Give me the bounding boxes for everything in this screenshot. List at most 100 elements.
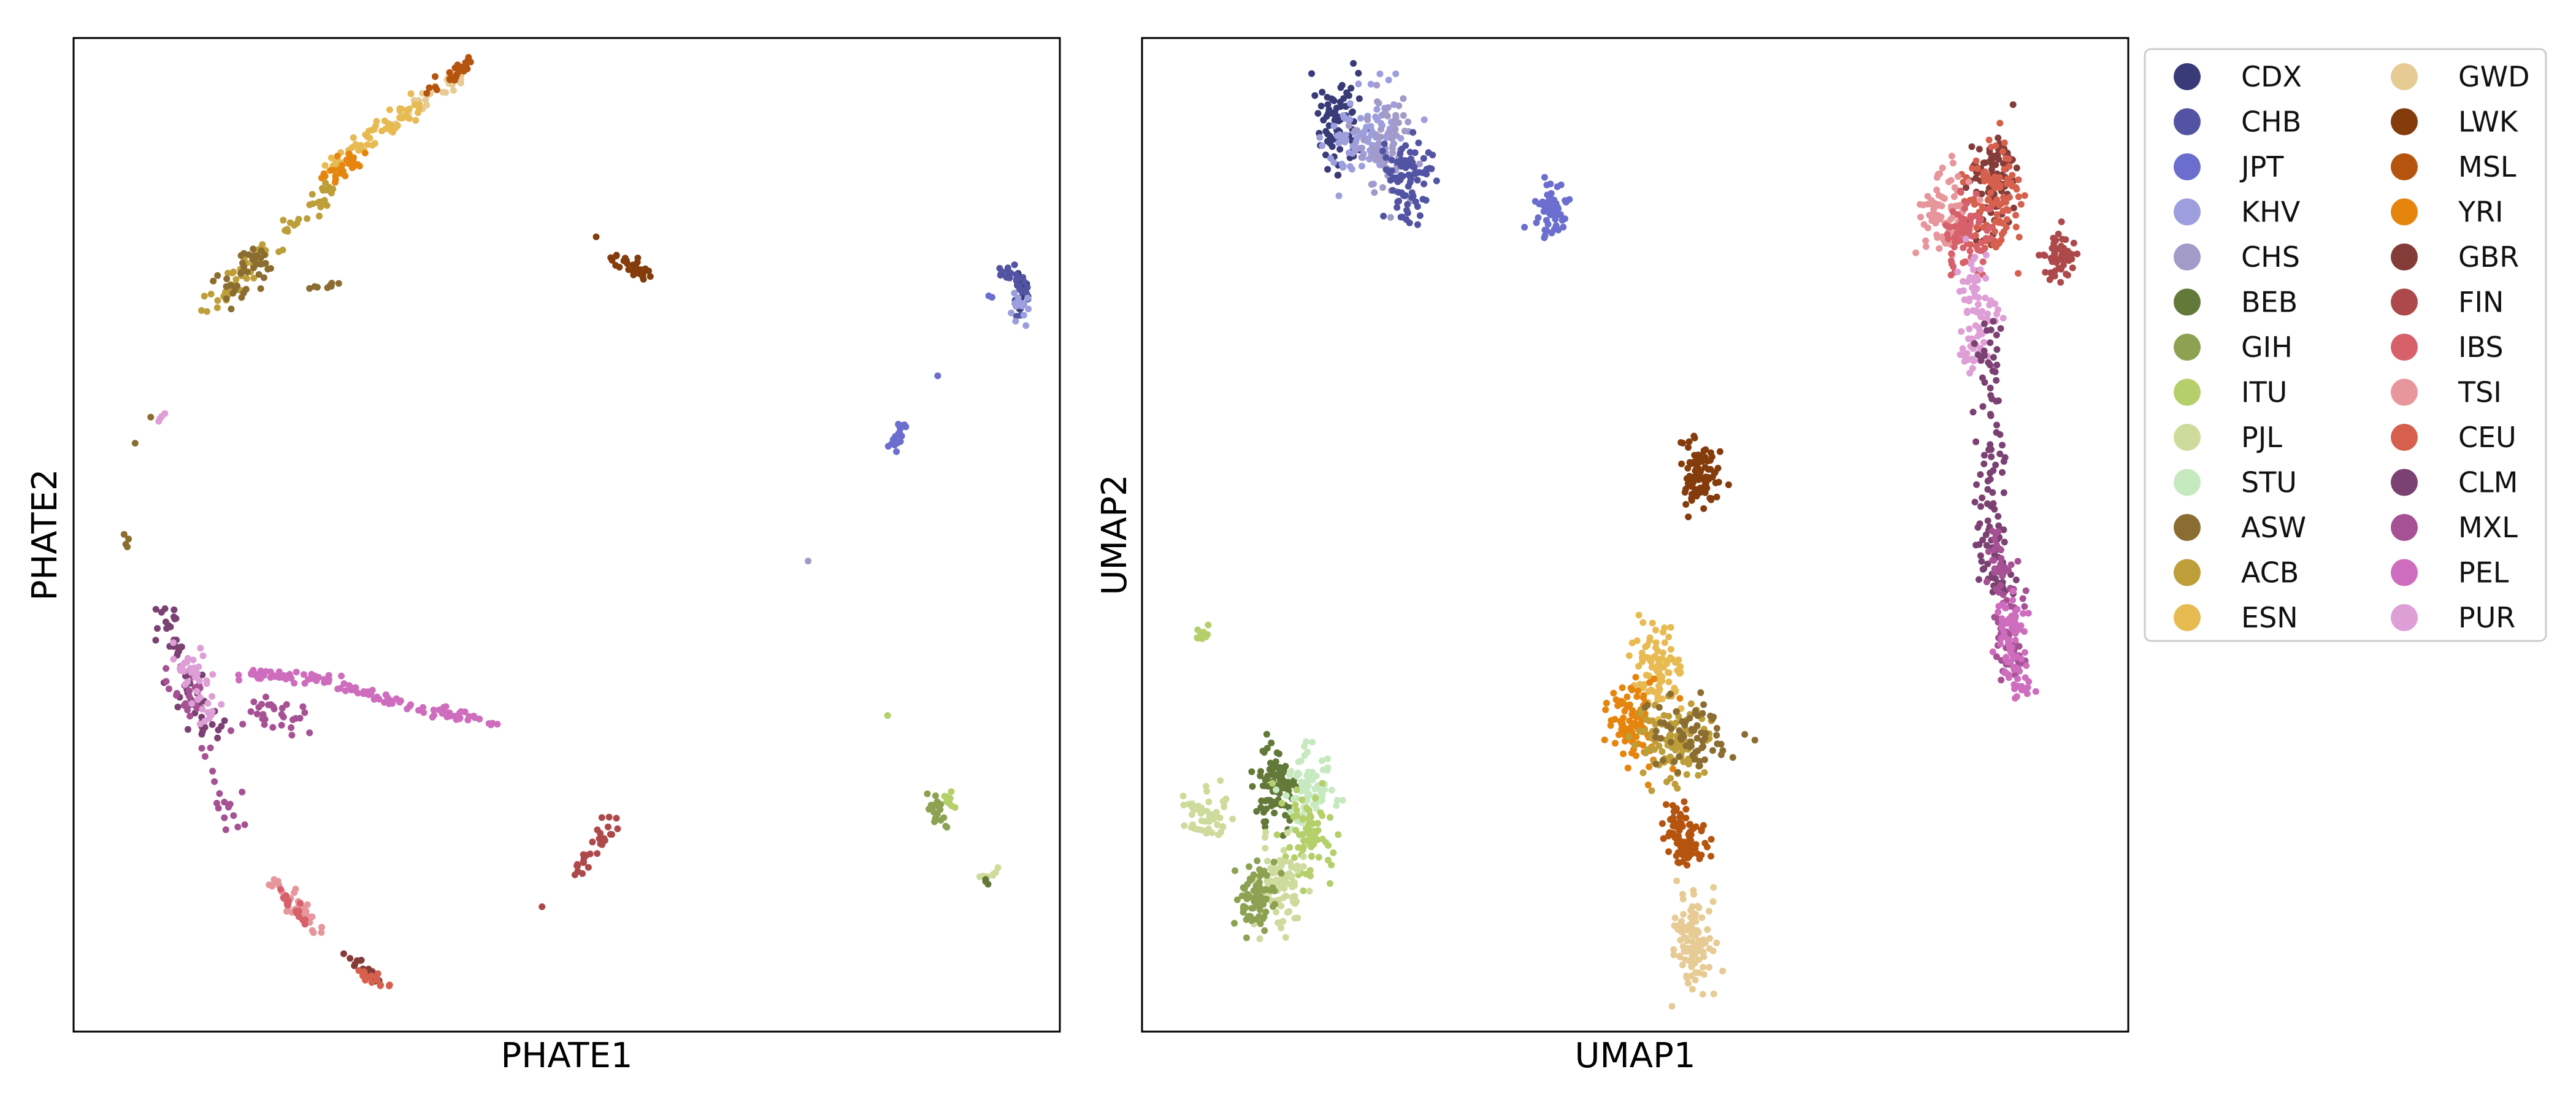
point-asw	[244, 268, 251, 275]
point-esn	[1677, 669, 1684, 676]
point-gwd	[1704, 926, 1711, 933]
point-chs	[1400, 95, 1407, 102]
point-gih	[932, 792, 939, 799]
point-ibs	[1966, 223, 1973, 230]
point-pjl	[1291, 892, 1298, 900]
point-clm	[1990, 318, 1997, 325]
point-pel	[2012, 607, 2019, 615]
point-khv	[1012, 318, 1019, 325]
point-pel	[2003, 654, 2010, 661]
point-lwk	[1686, 472, 1693, 480]
point-fin	[580, 857, 587, 865]
point-pjl	[1214, 821, 1221, 829]
point-lwk	[1725, 481, 1732, 488]
point-gih	[1270, 859, 1278, 865]
point-asw	[1709, 747, 1716, 754]
point-clm	[171, 606, 178, 613]
point-pel	[2006, 645, 2014, 652]
point-beb	[1276, 750, 1282, 757]
point-yri	[1601, 736, 1608, 743]
point-khv	[1316, 134, 1324, 141]
point-pjl	[1275, 919, 1282, 926]
point-stu	[1305, 782, 1312, 789]
point-khv	[1008, 309, 1015, 316]
point-gwd	[1694, 903, 1701, 910]
point-asw	[125, 535, 132, 543]
point-pur	[1962, 236, 1969, 243]
point-gbr	[1978, 190, 1985, 197]
phate-points	[120, 54, 1032, 989]
point-yri	[1669, 765, 1676, 773]
point-yri	[1621, 707, 1628, 715]
point-itu	[1293, 812, 1300, 819]
point-gih	[1233, 896, 1241, 903]
point-gbr	[1988, 160, 1996, 167]
legend-label-itu: ITU	[2241, 376, 2287, 409]
point-esn	[372, 122, 380, 129]
point-khv	[1352, 138, 1360, 145]
point-asw	[250, 245, 257, 253]
point-pjl	[1300, 863, 1307, 870]
point-cdx	[1332, 115, 1340, 122]
point-clm	[1990, 354, 1997, 361]
point-asw	[1689, 751, 1696, 759]
point-ceu	[2012, 212, 2019, 219]
point-ceu	[386, 983, 393, 989]
point-stu	[1324, 767, 1331, 774]
point-acb	[203, 308, 210, 315]
point-ibs	[297, 900, 304, 907]
point-clm	[1995, 513, 2002, 520]
point-msl	[1682, 815, 1690, 822]
point-pur	[1969, 266, 1977, 274]
point-mxl	[278, 721, 285, 729]
point-chs	[1371, 189, 1378, 196]
point-chb	[1419, 196, 1427, 203]
point-lwk	[639, 274, 646, 281]
point-clm	[1991, 368, 1999, 375]
point-cdx	[1348, 109, 1355, 117]
legend-marker-ceu	[2391, 424, 2418, 451]
point-gih	[924, 790, 931, 797]
point-asw	[1741, 730, 1749, 738]
point-esn	[416, 101, 423, 108]
point-lwk	[645, 267, 652, 275]
point-chb	[1393, 204, 1401, 211]
point-yri	[356, 163, 363, 170]
point-asw	[1713, 732, 1720, 739]
legend-label-msl: MSL	[2458, 150, 2517, 183]
point-gwd	[1690, 953, 1696, 960]
point-cdx	[1355, 95, 1363, 102]
point-clm	[1980, 320, 1988, 328]
point-itu	[1295, 844, 1302, 851]
point-pur	[1980, 339, 1987, 346]
point-gwd	[1673, 877, 1681, 884]
point-gbr	[1963, 184, 1969, 191]
point-chb	[1404, 209, 1411, 217]
point-chb	[1408, 189, 1416, 196]
point-ceu	[368, 979, 375, 986]
point-pel	[351, 687, 359, 694]
legend-marker-acb	[2174, 559, 2201, 586]
point-acb	[1648, 787, 1655, 794]
point-tsi	[318, 929, 325, 936]
point-esn	[1659, 649, 1666, 656]
point-lwk	[625, 266, 632, 274]
point-chb	[1398, 145, 1405, 153]
point-lwk	[1685, 513, 1692, 521]
point-itu	[1293, 807, 1300, 814]
legend-label-lwk: LWK	[2458, 105, 2519, 139]
point-tsi	[1912, 249, 1920, 256]
point-gih	[1261, 927, 1268, 934]
point-jpt	[1521, 224, 1528, 231]
point-pjl	[1263, 857, 1271, 865]
point-stu	[1311, 785, 1319, 792]
point-mxl	[222, 826, 229, 834]
point-pur	[1984, 315, 1991, 322]
point-gwd	[422, 96, 429, 104]
legend-marker-asw	[2174, 514, 2201, 541]
point-ceu	[2003, 180, 2011, 188]
point-pel	[369, 686, 376, 694]
point-clm	[221, 717, 228, 724]
point-gwd	[1706, 908, 1712, 915]
point-pur	[1973, 309, 1980, 316]
